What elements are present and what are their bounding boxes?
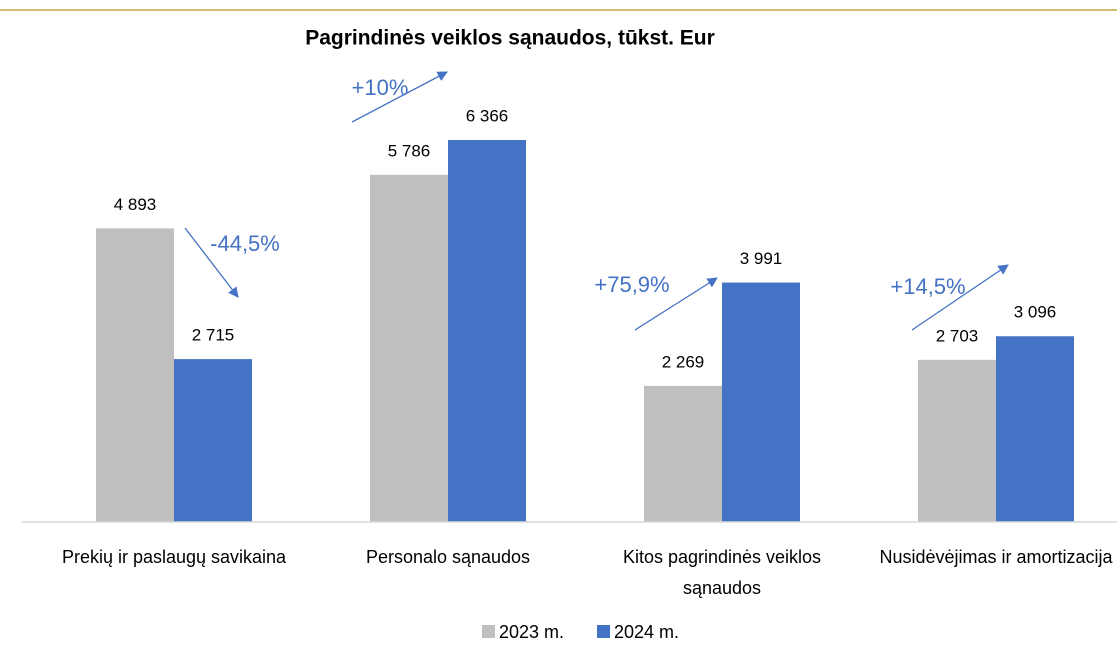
bar — [174, 359, 252, 522]
value-label: 5 786 — [388, 141, 431, 160]
annotation-arrow — [634, 277, 718, 331]
legend-label: 2023 m. — [499, 622, 564, 642]
value-label: 2 269 — [662, 352, 705, 371]
bar — [448, 140, 526, 523]
annotation: +75,9% — [594, 272, 669, 297]
x-tick-label: Nusidėvėjimas ir amortizacija — [879, 547, 1113, 567]
x-tick-label: Personalo sąnaudos — [365, 547, 531, 567]
bar — [918, 359, 996, 522]
value-label: 3 991 — [740, 249, 783, 268]
legend-swatch — [482, 625, 495, 638]
bar — [722, 282, 800, 522]
value-label: 6 366 — [466, 107, 509, 126]
value-label: 4 893 — [114, 195, 157, 214]
x-tick-label: Prekių ir paslaugų savikaina — [61, 547, 287, 567]
bar — [96, 228, 174, 523]
value-label: 2 703 — [936, 326, 979, 345]
value-label: 3 096 — [1014, 303, 1057, 322]
bar — [370, 174, 448, 522]
bar — [644, 385, 722, 522]
annotation: +14,5% — [890, 274, 965, 299]
legend-label: 2024 m. — [614, 622, 679, 642]
annotation-arrow — [911, 264, 1009, 331]
bar — [996, 336, 1074, 522]
annotation: -44,5% — [210, 231, 280, 256]
x-tick-label: Kitos pagrindinės veiklos sąnaudos — [622, 547, 822, 598]
chart-title: Pagrindinės veiklos sąnaudos, tūkst. Eur — [305, 27, 715, 50]
annotation-arrow — [184, 227, 239, 298]
annotation: +10% — [352, 75, 409, 100]
legend-swatch — [597, 625, 610, 638]
annotation-arrow — [351, 71, 448, 123]
value-label: 2 715 — [192, 326, 235, 345]
